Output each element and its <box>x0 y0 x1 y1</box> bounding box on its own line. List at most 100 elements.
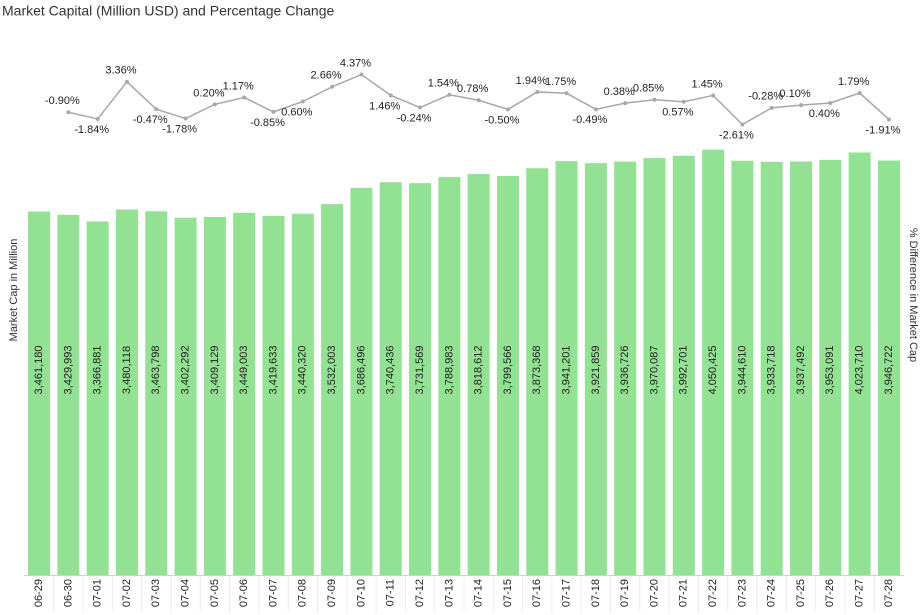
x-tick-label: 07-17 <box>560 579 572 607</box>
line-value-label: -1.91% <box>866 124 901 136</box>
bar <box>672 155 695 575</box>
x-tick-label: 07-06 <box>238 579 250 607</box>
x-tick-label: 07-11 <box>385 579 397 606</box>
line-value-label: 1.94% <box>516 75 547 87</box>
bar <box>28 211 51 575</box>
line-value-label: -2.61% <box>719 129 754 141</box>
line-point <box>95 116 100 121</box>
line-point <box>124 79 129 84</box>
bar-value-label: 3,449,003 <box>238 346 250 395</box>
bar <box>877 160 900 576</box>
line-point <box>652 97 657 102</box>
bar <box>848 152 871 575</box>
line-value-label: 2.66% <box>311 70 342 82</box>
line-value-label: 1.79% <box>838 76 869 88</box>
line-point <box>300 99 305 104</box>
line-value-label: 4.37% <box>340 57 371 69</box>
line-value-label: 0.40% <box>809 108 840 120</box>
line-point <box>271 109 276 114</box>
bar <box>115 209 138 575</box>
bar-value-label: 3,818,612 <box>473 346 485 395</box>
bar-value-label: 3,944,610 <box>736 346 748 395</box>
x-tick-label: 07-13 <box>443 579 455 607</box>
line-value-label: 3.36% <box>105 65 136 77</box>
line-point <box>711 93 716 98</box>
line-point <box>183 116 188 121</box>
line-point <box>769 105 774 110</box>
line-value-label: -0.85% <box>250 117 285 129</box>
bar-value-label: 3,402,292 <box>179 346 191 395</box>
line-value-label: 0.20% <box>193 87 224 99</box>
line-point <box>593 107 598 112</box>
x-tick-label: 07-04 <box>179 579 191 607</box>
bar-value-label: 3,440,320 <box>297 346 309 395</box>
bar-value-label: 4,050,425 <box>707 346 719 395</box>
line-value-label: -0.24% <box>397 112 432 124</box>
bar-value-label: 3,992,701 <box>678 346 690 395</box>
line-value-label: 0.38% <box>604 86 635 98</box>
bar <box>291 213 314 575</box>
bar <box>702 149 725 575</box>
x-tick-label: 07-18 <box>590 579 602 607</box>
bar <box>584 163 607 575</box>
bar <box>526 168 549 576</box>
bar <box>321 204 344 575</box>
line-value-label: 1.54% <box>428 78 459 90</box>
bar <box>57 214 80 575</box>
bar-value-label: 3,409,129 <box>209 346 221 395</box>
x-tick-label: 07-27 <box>854 579 866 607</box>
bar <box>731 160 754 575</box>
x-tick-label: 06-29 <box>33 579 45 607</box>
bar <box>643 158 666 576</box>
bar <box>790 161 813 576</box>
line-value-label: 0.10% <box>779 88 810 100</box>
line-value-label: -0.47% <box>133 114 168 126</box>
bar-value-label: 3,532,003 <box>326 346 338 395</box>
x-tick-label: 07-02 <box>121 579 133 607</box>
bar <box>614 161 637 576</box>
x-tick-label: 07-03 <box>150 579 162 607</box>
x-tick-label: 07-20 <box>648 579 660 607</box>
line-value-label: 1.46% <box>369 100 400 112</box>
bar <box>350 187 373 576</box>
bar <box>145 211 168 576</box>
bar-value-label: 3,788,983 <box>443 346 455 395</box>
x-tick-label: 07-05 <box>209 579 221 607</box>
bar <box>262 215 285 576</box>
line-point <box>828 100 833 105</box>
bar <box>379 182 402 575</box>
line-value-label: 1.45% <box>692 78 723 90</box>
bar-value-label: 3,873,368 <box>531 346 543 395</box>
bar <box>496 176 519 575</box>
x-tick-label: 07-28 <box>883 579 895 607</box>
bar-value-label: 3,953,091 <box>824 346 836 395</box>
bar-value-label: 3,731,569 <box>414 346 426 395</box>
line-value-label: -0.90% <box>45 95 80 107</box>
bar <box>467 174 490 575</box>
line-point <box>623 101 628 106</box>
bar-value-label: 3,970,087 <box>648 346 660 395</box>
bar <box>174 217 197 575</box>
line-value-label: 0.78% <box>457 83 488 95</box>
line-point <box>476 98 481 103</box>
x-tick-label: 07-19 <box>619 579 631 607</box>
line-point <box>799 103 804 108</box>
bar-value-label: 3,933,718 <box>766 346 778 395</box>
bar-value-label: 3,686,496 <box>355 346 367 395</box>
line-point <box>418 105 423 110</box>
line-value-label: 0.60% <box>281 106 312 118</box>
x-tick-label: 07-15 <box>502 579 514 607</box>
x-tick-label: 07-26 <box>824 579 836 607</box>
bar <box>86 221 109 575</box>
line-value-label: 1.17% <box>223 80 254 92</box>
x-tick-label: 07-24 <box>766 579 778 607</box>
x-tick-label: 07-09 <box>326 579 338 607</box>
bar <box>409 183 432 576</box>
bar-value-label: 3,463,798 <box>150 346 162 395</box>
line-value-label: 0.85% <box>633 83 664 95</box>
line-point <box>535 89 540 94</box>
x-tick-label: 07-16 <box>531 579 543 607</box>
bar-value-label: 3,937,492 <box>795 346 807 395</box>
